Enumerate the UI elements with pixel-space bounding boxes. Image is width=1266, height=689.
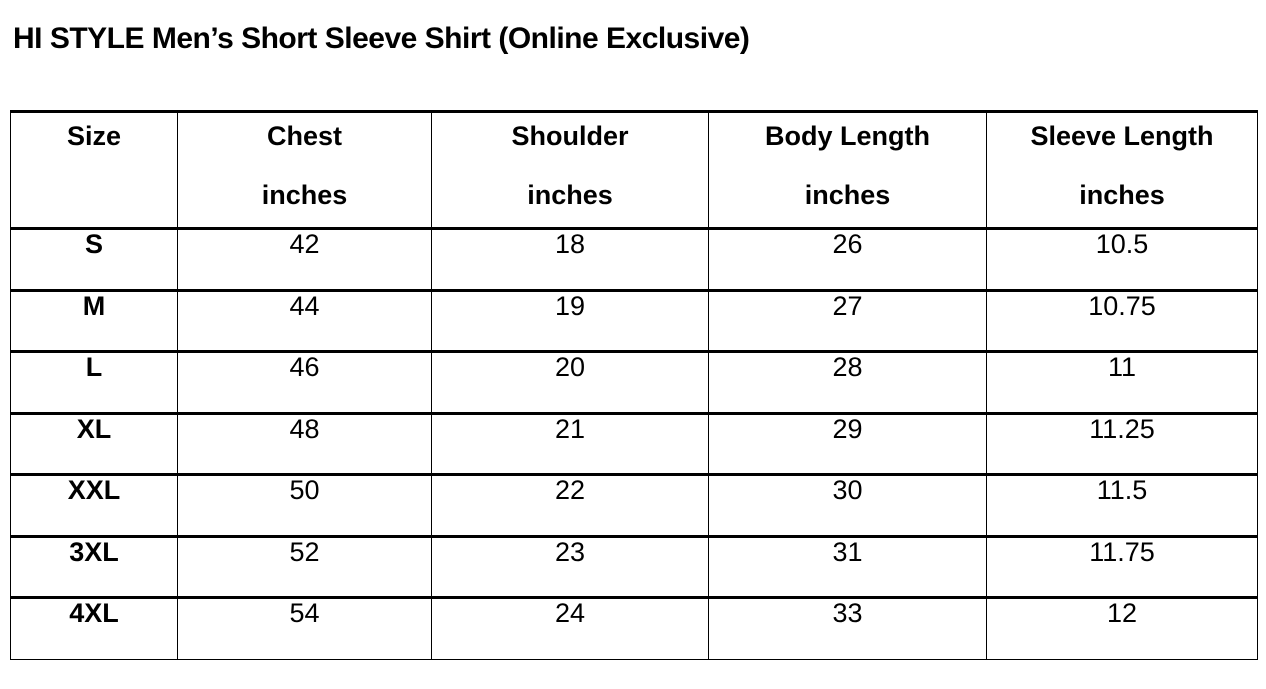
cell-sleeve-length: 11.75	[986, 536, 1258, 598]
column-header-unit: inches	[804, 180, 891, 211]
row-size-label: L	[10, 351, 178, 413]
page-title: HI STYLE Men’s Short Sleeve Shirt (Onlin…	[13, 22, 750, 55]
cell-chest: 54	[177, 597, 432, 659]
column-header-unit: inches	[261, 180, 348, 211]
column-header-label: Shoulder	[511, 121, 629, 151]
cell-shoulder: 19	[431, 290, 709, 352]
cell-chest: 48	[177, 413, 432, 475]
cell-sleeve-length: 11.25	[986, 413, 1258, 475]
column-header-shoulder: Shoulder inches	[431, 111, 709, 229]
cell-sleeve-length: 10.5	[986, 228, 1258, 290]
cell-body-length: 31	[708, 536, 987, 598]
cell-sleeve-length: 10.75	[986, 290, 1258, 352]
row-size-label: M	[10, 290, 178, 352]
row-size-label: S	[10, 228, 178, 290]
cell-shoulder: 23	[431, 536, 709, 598]
table-row: 4XL 54 24 33 12	[10, 597, 1258, 659]
row-size-label: 4XL	[10, 597, 178, 659]
cell-chest: 50	[177, 474, 432, 536]
size-chart-table: Size Chest inches Shoulder inches Body L…	[10, 110, 1258, 660]
column-header-label: Chest	[266, 121, 342, 151]
column-header-body-length: Body Length inches	[708, 111, 987, 229]
row-size-label: XL	[10, 413, 178, 475]
column-header-size: Size	[10, 111, 178, 229]
table-row: S 42 18 26 10.5	[10, 228, 1258, 290]
table-row: M 44 19 27 10.75	[10, 290, 1258, 352]
cell-sleeve-length: 11	[986, 351, 1258, 413]
header-row: Size Chest inches Shoulder inches Body L…	[10, 111, 1258, 229]
size-table-body: S 42 18 26 10.5 M 44 19 27 10.75 L 46 20 28 11 XL 48 21 29…	[10, 228, 1258, 659]
cell-body-length: 33	[708, 597, 987, 659]
cell-sleeve-length: 12	[986, 597, 1258, 659]
table-row: XL 48 21 29 11.25	[10, 413, 1258, 475]
cell-body-length: 28	[708, 351, 987, 413]
cell-chest: 44	[177, 290, 432, 352]
cell-chest: 46	[177, 351, 432, 413]
column-header-unit: inches	[1079, 180, 1165, 211]
cell-body-length: 30	[708, 474, 987, 536]
column-header-sleeve-length: Sleeve Length inches	[986, 111, 1258, 229]
cell-chest: 52	[177, 536, 432, 598]
row-size-label: 3XL	[10, 536, 178, 598]
column-header-label: Size	[66, 121, 122, 151]
table-row: XXL 50 22 30 11.5	[10, 474, 1258, 536]
cell-shoulder: 18	[431, 228, 709, 290]
column-header-unit: inches	[527, 180, 613, 211]
cell-shoulder: 22	[431, 474, 709, 536]
size-table-header: Size Chest inches Shoulder inches Body L…	[10, 111, 1258, 229]
cell-shoulder: 20	[431, 351, 709, 413]
table-row: L 46 20 28 11	[10, 351, 1258, 413]
cell-chest: 42	[177, 228, 432, 290]
cell-body-length: 27	[708, 290, 987, 352]
column-header-label: Sleeve Length	[1030, 121, 1214, 151]
cell-shoulder: 24	[431, 597, 709, 659]
column-header-label: Body Length	[765, 121, 930, 151]
table-row: 3XL 52 23 31 11.75	[10, 536, 1258, 598]
cell-shoulder: 21	[431, 413, 709, 475]
row-size-label: XXL	[10, 474, 178, 536]
cell-body-length: 26	[708, 228, 987, 290]
column-header-chest: Chest inches	[177, 111, 432, 229]
cell-sleeve-length: 11.5	[986, 474, 1258, 536]
cell-body-length: 29	[708, 413, 987, 475]
